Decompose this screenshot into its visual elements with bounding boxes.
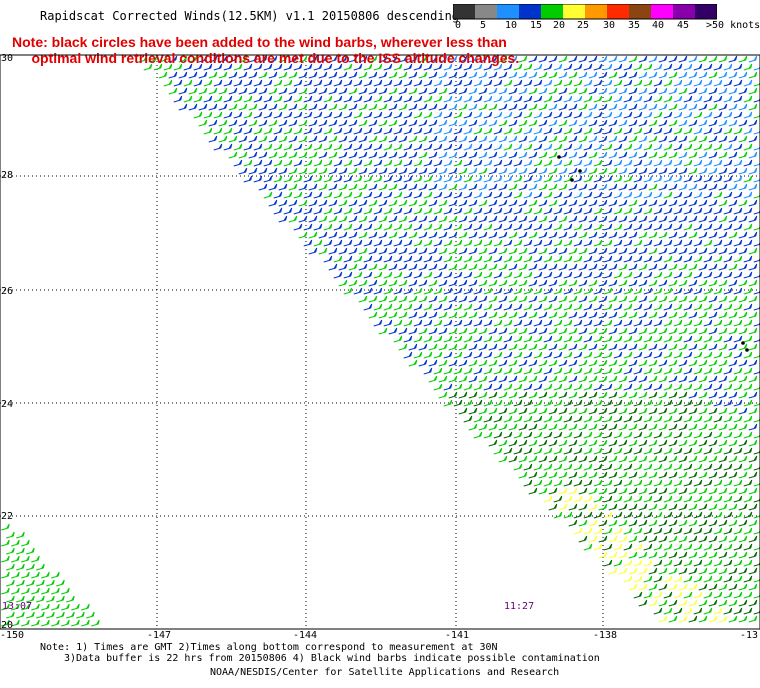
contamination-marker <box>557 155 561 159</box>
legend-swatch <box>497 4 520 19</box>
contamination-marker <box>578 169 582 173</box>
wind-barbs <box>1 55 760 627</box>
legend-border <box>453 4 717 20</box>
lon-label: -144 <box>293 630 317 641</box>
legend-label: >50 knots <box>706 20 760 31</box>
legend-label: 0 <box>455 20 462 31</box>
lat-label: 24 <box>1 399 13 410</box>
contamination-marker <box>745 348 749 352</box>
legend-swatch <box>673 4 696 19</box>
contamination-marker <box>741 341 745 345</box>
legend-label: 10 <box>505 20 518 31</box>
legend-swatch <box>563 4 586 19</box>
legend-swatch <box>629 4 652 19</box>
pass-time-label: 13:07 <box>2 601 32 612</box>
axis-ticks: 30 28 26 24 22 20-150 -147 -144 -141 -138 -13 13:07… <box>0 53 758 641</box>
lat-label: 30 <box>1 53 13 64</box>
map-grid <box>0 57 760 628</box>
lat-label: 22 <box>1 511 13 522</box>
legend-label: 35 <box>628 20 641 31</box>
legend-swatch <box>607 4 630 19</box>
footer-credit: NOAA/NESDIS/Center for Satellite Applica… <box>210 667 560 678</box>
speed-color-legend <box>453 4 717 20</box>
lat-label: 26 <box>1 286 13 297</box>
map-title: Rapidscat Corrected Winds(12.5KM) v1.1 2… <box>40 9 460 23</box>
legend-swatch <box>475 4 498 19</box>
footer-line-1: Note: 1) Times are GMT 2)Times along bot… <box>40 642 498 653</box>
legend-label: 15 <box>530 20 543 31</box>
legend-swatch <box>541 4 564 19</box>
contamination-marker <box>570 178 574 182</box>
lat-label: 20 <box>1 620 13 631</box>
legend-swatch <box>651 4 674 19</box>
lon-label: -147 <box>147 630 171 641</box>
legend-swatch <box>453 4 476 19</box>
map-frame <box>0 54 760 630</box>
lon-label: -13 <box>740 630 758 641</box>
legend-label: 5 <box>480 20 487 31</box>
lon-label: -138 <box>593 630 617 641</box>
pass-time-label: 11:27 <box>504 601 534 612</box>
lat-label: 28 <box>1 170 13 181</box>
legend-swatch <box>695 4 717 19</box>
legend-label: 25 <box>577 20 590 31</box>
lon-label: -141 <box>445 630 469 641</box>
contamination-note: Note: black circles have been added to t… <box>12 34 519 66</box>
note-line-1: Note: black circles have been added to t… <box>12 34 507 50</box>
legend-label: 45 <box>677 20 690 31</box>
legend-label: 20 <box>553 20 566 31</box>
lon-label: -150 <box>0 630 24 641</box>
legend-label: 40 <box>652 20 665 31</box>
legend-label: 30 <box>603 20 616 31</box>
footer-line-2: 3)Data buffer is 22 hrs from 20150806 4)… <box>64 653 600 664</box>
note-line-2: optimal wind retrieval conditions are me… <box>31 50 520 66</box>
legend-swatch <box>519 4 542 19</box>
legend-swatch <box>585 4 608 19</box>
